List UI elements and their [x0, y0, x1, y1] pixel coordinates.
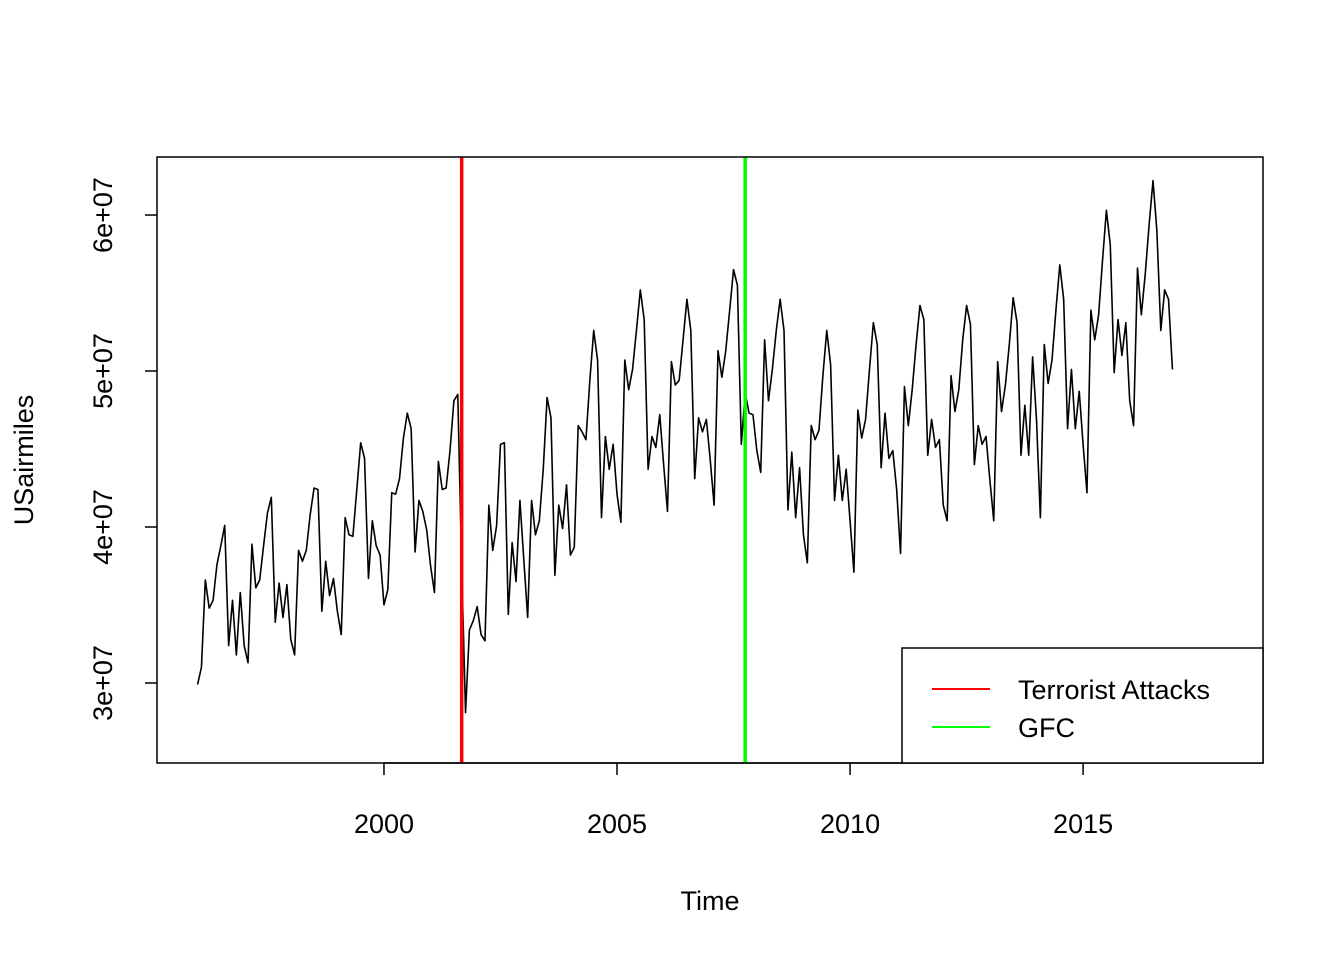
x-tick-label: 2010 [820, 809, 880, 839]
y-axis-label: USairmiles [9, 395, 39, 526]
plot-frame [156, 156, 1264, 764]
legend-label: Terrorist Attacks [1018, 675, 1210, 705]
legend-label: GFC [1018, 713, 1075, 743]
y-tick-label: 4e+07 [88, 489, 118, 565]
y-tick-label: 5e+07 [88, 333, 118, 409]
legend-box [901, 647, 1264, 764]
x-axis-label: Time [681, 886, 740, 916]
series-line [196, 179, 1174, 714]
y-tick-label: 3e+07 [88, 645, 118, 721]
y-tick-label: 6e+07 [88, 177, 118, 253]
x-tick-label: 2005 [587, 809, 647, 839]
x-tick-label: 2000 [354, 809, 414, 839]
x-tick-label: 2015 [1053, 809, 1113, 839]
